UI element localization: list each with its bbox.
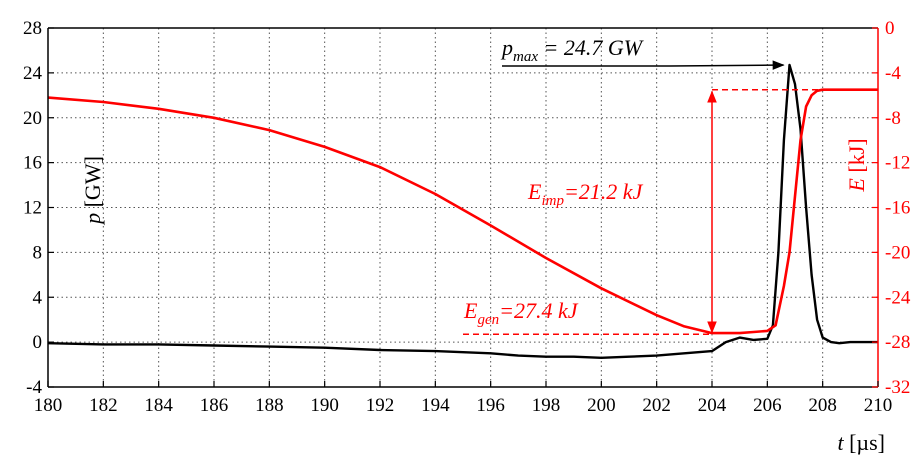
series-line-E <box>47 88 878 335</box>
y-right-tick-label: -20 <box>885 242 910 263</box>
x-tick-label: 184 <box>144 395 173 416</box>
y-right-tick-label: -12 <box>885 153 910 174</box>
x-tick-label: 182 <box>89 395 118 416</box>
x-tick-label: 196 <box>476 395 505 416</box>
x-tick-label: 190 <box>310 395 339 416</box>
y-left-tick-label: 0 <box>33 332 43 353</box>
y-right-tick-label: -8 <box>885 108 901 129</box>
y-left-tick-label: 16 <box>23 153 42 174</box>
series-line-p <box>47 63 878 359</box>
x-axis-label: t [µs] <box>837 430 885 455</box>
y-left-tick-label: 28 <box>23 18 42 39</box>
y-right-tick-label: -32 <box>885 377 910 398</box>
y-right-tick-label: -16 <box>885 198 910 219</box>
x-tick-label: 186 <box>200 395 229 416</box>
y-right-tick-label: 0 <box>885 18 895 39</box>
x-tick-label: 202 <box>642 395 671 416</box>
x-tick-label: 180 <box>34 395 63 416</box>
x-tick-label: 194 <box>421 395 450 416</box>
y-left-tick-label: 12 <box>23 198 42 219</box>
series-group <box>47 63 878 359</box>
x-tick-label: 204 <box>698 395 727 416</box>
annotation-pmax-arrow <box>669 60 785 70</box>
x-tick-label: 188 <box>255 395 284 416</box>
x-tick-label: 200 <box>587 395 616 416</box>
y-right-tick-label: -4 <box>885 63 901 84</box>
x-tick-label: 192 <box>366 395 395 416</box>
annotations: pmax = 24.7 GW Eimp=21.2 kJ Egen=27.4 kJ <box>463 35 878 336</box>
y-right-tick-label: -24 <box>885 287 911 308</box>
annotation-eimp: Eimp=21.2 kJ <box>527 179 644 209</box>
y-right-tick-label: -28 <box>885 332 910 353</box>
y-left-tick-label: 4 <box>33 287 43 308</box>
annotation-pmax: pmax = 24.7 GW <box>500 35 644 65</box>
plot-frame <box>47 27 879 388</box>
y-left-tick-label: 24 <box>23 63 43 84</box>
y-left-tick-label: 20 <box>23 108 42 129</box>
y-axis-left-label: p [GW] <box>80 156 105 226</box>
annotation-egen: Egen=27.4 kJ <box>463 298 579 328</box>
x-tick-label: 198 <box>532 395 561 416</box>
x-tick-label: 208 <box>808 395 837 416</box>
y-left-tick-label: 8 <box>33 242 43 263</box>
y-axis-right-label: E [kJ] <box>844 138 869 192</box>
ticks: 180 182 184 186 188 190 192 194 196 198 200 202 204 2… <box>23 18 911 416</box>
grid <box>48 28 878 387</box>
y-left-tick-label: -4 <box>26 377 42 398</box>
x-tick-label: 206 <box>753 395 782 416</box>
x-tick-label: 210 <box>864 395 893 416</box>
